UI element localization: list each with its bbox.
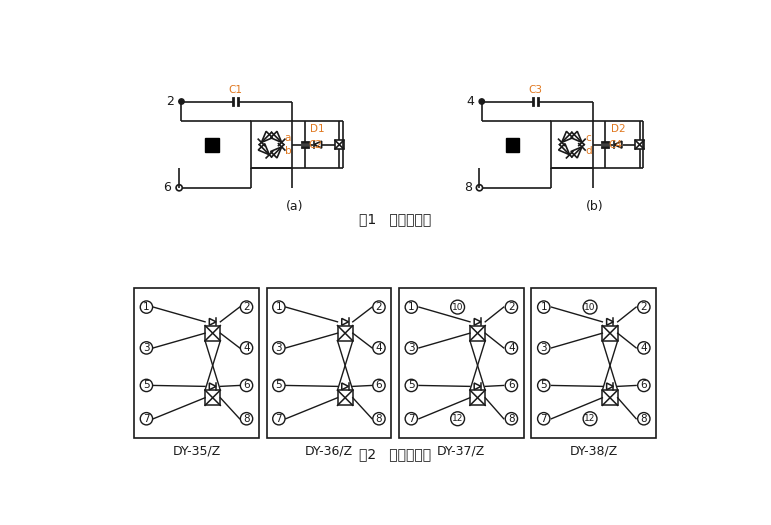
Text: 8: 8: [463, 181, 472, 194]
Bar: [470, 390, 485, 405]
Text: c: c: [585, 133, 591, 143]
Text: 1: 1: [143, 302, 150, 312]
Circle shape: [176, 185, 182, 191]
Text: 图2   端子接线图: 图2 端子接线图: [359, 447, 432, 461]
Text: 图1   内部接线图: 图1 内部接线图: [359, 212, 432, 226]
Text: 7: 7: [143, 414, 150, 424]
Text: 2: 2: [166, 95, 173, 108]
Text: C2: C2: [308, 140, 322, 150]
Text: b: b: [284, 146, 291, 156]
Text: 12: 12: [584, 414, 596, 423]
Bar: [506, 138, 520, 152]
Bar: [399, 288, 524, 438]
Text: D1: D1: [311, 124, 325, 134]
Text: (b): (b): [586, 201, 604, 214]
Text: 4: 4: [466, 95, 474, 108]
Text: DY-37/Z: DY-37/Z: [437, 444, 486, 457]
Text: 5: 5: [408, 381, 415, 391]
Text: 7: 7: [540, 414, 547, 424]
Text: 1: 1: [408, 302, 415, 312]
Text: C1: C1: [228, 85, 242, 94]
Text: 10: 10: [584, 302, 596, 312]
Bar: [205, 326, 221, 341]
Text: 2: 2: [641, 302, 647, 312]
Text: 7: 7: [275, 414, 282, 424]
Text: DY-35/Z: DY-35/Z: [173, 444, 221, 457]
Text: 10: 10: [452, 302, 463, 312]
Text: 1: 1: [540, 302, 547, 312]
Bar: [267, 288, 392, 438]
Bar: [470, 326, 485, 341]
Text: 2: 2: [375, 302, 382, 312]
Bar: [602, 326, 618, 341]
Bar: [602, 390, 618, 405]
Text: DY-36/Z: DY-36/Z: [305, 444, 353, 457]
Circle shape: [179, 99, 184, 104]
Text: 6: 6: [243, 381, 250, 391]
Text: 5: 5: [275, 381, 282, 391]
Text: 2: 2: [508, 302, 515, 312]
Text: 4: 4: [508, 343, 515, 353]
Text: 8: 8: [508, 414, 515, 424]
Bar: [531, 288, 656, 438]
Text: 7: 7: [408, 414, 415, 424]
Text: 8: 8: [375, 414, 382, 424]
Text: D2: D2: [611, 124, 625, 134]
Text: d: d: [585, 146, 591, 156]
Text: 8: 8: [243, 414, 250, 424]
Text: 6: 6: [641, 381, 647, 391]
Text: 4: 4: [375, 343, 382, 353]
Circle shape: [476, 185, 483, 191]
Bar: [551, 121, 593, 169]
Bar: [338, 326, 353, 341]
Circle shape: [479, 99, 484, 104]
Bar: [205, 138, 219, 152]
Text: 5: 5: [540, 381, 547, 391]
Bar: [335, 140, 344, 149]
Bar: [205, 390, 221, 405]
Text: DY-38/Z: DY-38/Z: [570, 444, 618, 457]
Text: 12: 12: [452, 414, 463, 423]
Text: 5: 5: [143, 381, 150, 391]
Bar: [338, 390, 353, 405]
Bar: [635, 140, 644, 149]
Bar: [134, 288, 259, 438]
Text: C3: C3: [529, 85, 543, 94]
Text: 8: 8: [641, 414, 647, 424]
Text: 6: 6: [508, 381, 515, 391]
Text: 3: 3: [540, 343, 547, 353]
Bar: [251, 121, 292, 169]
Text: 3: 3: [275, 343, 282, 353]
Text: 4: 4: [641, 343, 647, 353]
Text: 3: 3: [408, 343, 415, 353]
Text: 4: 4: [243, 343, 250, 353]
Text: 2: 2: [243, 302, 250, 312]
Text: 6: 6: [163, 181, 171, 194]
Text: 1: 1: [275, 302, 282, 312]
Text: (a): (a): [286, 201, 304, 214]
Text: C4: C4: [609, 140, 623, 150]
Text: 6: 6: [375, 381, 382, 391]
Text: a: a: [284, 133, 291, 143]
Text: 3: 3: [143, 343, 150, 353]
